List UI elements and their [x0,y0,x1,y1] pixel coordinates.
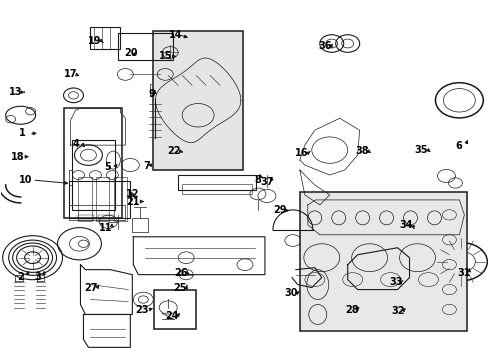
Text: 24: 24 [165,311,179,321]
Bar [96,177,109,221]
Text: 28: 28 [344,305,358,315]
Bar [114,177,127,221]
Text: 9: 9 [148,89,155,99]
Text: 33: 33 [388,277,402,287]
Text: 31: 31 [456,268,470,278]
Text: 18: 18 [11,152,24,162]
Bar [299,192,467,332]
Text: 19: 19 [88,36,102,46]
Text: 8: 8 [254,175,261,185]
Text: 2: 2 [17,272,23,282]
Bar [98,215,114,220]
Bar [299,192,467,332]
Bar [153,31,243,170]
Bar [78,215,94,220]
Bar [178,175,255,190]
Bar [118,32,173,60]
Bar [78,177,91,221]
Text: 7: 7 [143,161,150,171]
Text: 21: 21 [126,197,140,207]
Bar [377,307,432,321]
Text: 6: 6 [455,141,462,151]
Text: 15: 15 [159,51,172,61]
Bar [72,140,115,210]
Text: 17: 17 [63,69,77,79]
Text: 27: 27 [84,283,98,293]
Bar [154,289,196,329]
Text: 13: 13 [9,87,22,97]
Text: 23: 23 [135,305,148,315]
Text: 37: 37 [260,177,274,187]
Text: 20: 20 [124,48,138,58]
Text: 22: 22 [167,146,180,156]
Text: 34: 34 [399,220,412,230]
Text: 38: 38 [354,145,368,156]
Text: 30: 30 [284,288,297,298]
Text: 14: 14 [168,30,182,40]
Text: 25: 25 [173,283,186,293]
Bar [182,184,251,194]
Bar [68,205,125,220]
Text: 3: 3 [34,272,41,282]
Bar [150,84,160,95]
Bar [90,27,120,49]
Text: 11: 11 [99,224,112,233]
Text: 35: 35 [413,144,427,154]
Text: 5: 5 [104,162,111,172]
Bar [132,218,148,232]
Text: 1: 1 [19,129,26,138]
Bar [68,181,130,218]
Text: 32: 32 [390,306,404,316]
Text: 10: 10 [19,175,33,185]
Text: 29: 29 [273,206,286,216]
Text: 36: 36 [318,41,331,50]
Bar [153,31,243,170]
Text: 26: 26 [174,268,187,278]
Text: 16: 16 [294,148,307,158]
Text: 12: 12 [125,189,139,199]
Bar [63,108,122,218]
Text: 4: 4 [73,139,80,149]
